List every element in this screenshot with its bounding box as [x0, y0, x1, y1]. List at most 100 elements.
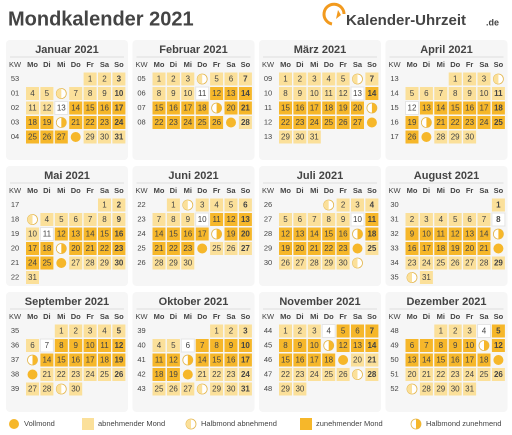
day-number: 19: [339, 104, 348, 113]
waning-cell: [279, 324, 292, 338]
week-number: 44: [264, 326, 272, 335]
week-number: 27: [264, 214, 272, 223]
waning-cell: [98, 324, 111, 338]
week-number: 21: [11, 258, 19, 267]
waning-cell: [365, 242, 379, 255]
day-number: 5: [214, 75, 219, 84]
new-moon-cell: [321, 324, 336, 338]
day-number: 5: [410, 89, 415, 98]
day-number: 8: [453, 89, 458, 98]
waxing-cell: [293, 353, 307, 367]
waning-cell: [477, 213, 491, 226]
waning-cell: [463, 324, 477, 338]
weekday-header: Fr: [339, 186, 347, 195]
waxing-cell: [463, 353, 477, 367]
day-number: 21: [155, 244, 164, 253]
day-number: 3: [467, 327, 472, 336]
day-number: 24: [114, 118, 123, 127]
day-number: 2: [410, 215, 415, 224]
day-number: 21: [480, 244, 489, 253]
waning-cell: [238, 242, 252, 255]
day-number: 1: [283, 327, 288, 336]
waxing-cell: [83, 353, 97, 367]
waxing-cell: [26, 256, 39, 270]
waning-cell: [322, 87, 336, 100]
day-number: 22: [324, 244, 333, 253]
day-number: 8: [214, 341, 219, 350]
day-number: 9: [102, 89, 107, 98]
week-number: 39: [137, 326, 145, 335]
day-number: 7: [45, 341, 50, 350]
week-number: 22: [11, 272, 19, 281]
weekday-header: Mo: [407, 312, 418, 321]
waning-cell: [463, 72, 477, 86]
half-moon-waning: [407, 384, 412, 394]
waning-cell: [166, 213, 180, 226]
day-number: 22: [281, 118, 290, 127]
day-number: 20: [295, 244, 304, 253]
day-number: 25: [155, 385, 164, 394]
month-title: Januar 2021: [35, 44, 99, 56]
day-number: 24: [241, 370, 250, 379]
day-number: 30: [295, 385, 304, 394]
waning-cell: [166, 256, 180, 270]
day-number: 29: [324, 259, 333, 268]
day-number: 26: [451, 259, 460, 268]
waning-cell: [336, 213, 350, 226]
day-number: 21: [422, 370, 431, 379]
day-number: 15: [281, 356, 290, 365]
waning-cell: [434, 324, 448, 338]
waning-cell: [238, 72, 252, 86]
waxing-cell: [405, 242, 419, 255]
day-number: 28: [436, 133, 445, 142]
waning-cell: [98, 130, 111, 144]
waxing-cell: [463, 339, 477, 352]
waxing-cell: [336, 227, 350, 241]
waning-cell: [477, 256, 491, 270]
waning-cell: [293, 324, 307, 338]
day-number: 7: [73, 89, 78, 98]
waning-cell: [307, 368, 321, 381]
week-number: 30: [390, 200, 398, 209]
day-number: 11: [43, 230, 52, 239]
half-moon-waxing: [216, 103, 222, 113]
day-number: 8: [102, 215, 107, 224]
waning-cell: [448, 213, 462, 226]
day-number: 16: [71, 356, 80, 365]
day-number: 18: [367, 230, 376, 239]
day-number: 16: [169, 104, 178, 113]
day-number: 12: [42, 104, 51, 113]
day-number: 18: [436, 244, 445, 253]
day-number: 1: [283, 75, 288, 84]
day-number: 18: [198, 104, 207, 113]
day-number: 7: [88, 215, 93, 224]
new-moon-cell: [39, 338, 54, 353]
weekday-header: Do: [324, 186, 334, 195]
day-number: 25: [494, 118, 503, 127]
week-number: 01: [11, 88, 19, 97]
weekday-header: KW: [9, 186, 22, 195]
waxing-cell: [448, 227, 462, 241]
weekday-header: KW: [135, 186, 148, 195]
day-number: 30: [100, 133, 109, 142]
day-number: 5: [171, 341, 176, 350]
day-number: 8: [326, 215, 331, 224]
day-number: 17: [480, 104, 489, 113]
weekday-header: Mo: [27, 186, 38, 195]
waning-cell: [98, 72, 111, 86]
waning-cell: [210, 198, 224, 212]
day-number: 17: [310, 356, 319, 365]
day-number: 31: [310, 133, 319, 142]
day-number: 9: [341, 215, 346, 224]
waning-cell: [224, 242, 238, 255]
weekday-header: So: [114, 312, 124, 321]
full-moon: [27, 369, 38, 380]
day-number: 14: [71, 104, 80, 113]
waning-cell: [166, 72, 180, 86]
half-moon-waxing: [426, 117, 432, 128]
waning-cell: [112, 87, 126, 100]
waning-cell: [279, 130, 292, 144]
waning-cell: [293, 368, 307, 381]
day-number: 9: [467, 89, 472, 98]
day-number: 21: [367, 356, 376, 365]
